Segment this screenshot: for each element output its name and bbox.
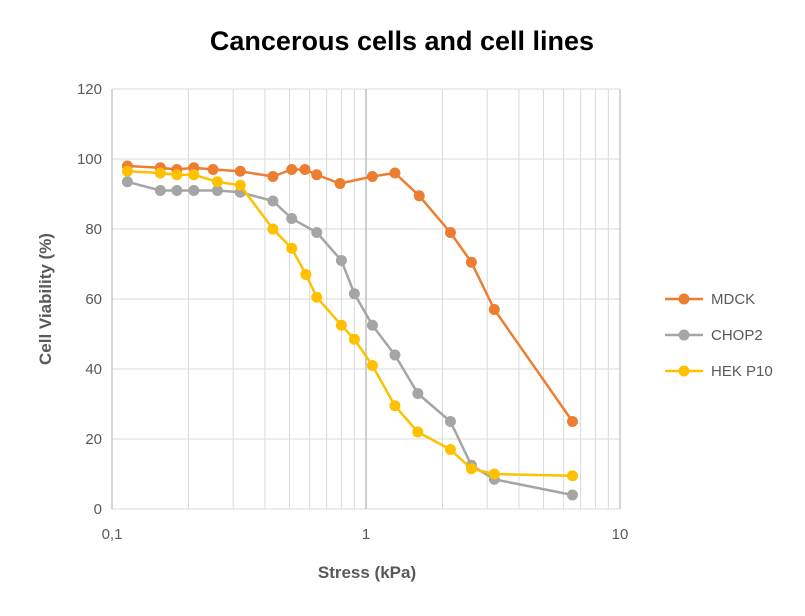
data-point-hek-p10	[311, 291, 323, 303]
data-point-mdck	[366, 171, 378, 182]
x-tick-label: 1	[362, 526, 370, 543]
y-tick-label: 100	[77, 151, 102, 168]
legend-marker	[678, 365, 690, 377]
data-point-chop2	[389, 349, 401, 361]
legend-marker	[678, 293, 690, 305]
legend-marker	[678, 329, 690, 341]
data-point-mdck	[389, 167, 401, 179]
legend-item-hek-p10: HEK P10	[665, 363, 773, 380]
data-point-hek-p10	[154, 167, 166, 179]
series-layer	[121, 160, 578, 501]
data-point-mdck	[299, 164, 311, 175]
data-point-mdck	[444, 227, 456, 238]
data-point-mdck	[286, 164, 298, 175]
data-point-hek-p10	[412, 426, 424, 438]
data-point-hek-p10	[234, 179, 246, 191]
data-point-chop2	[121, 176, 133, 188]
data-point-hek-p10	[188, 169, 200, 181]
x-tick-label: 0,1	[102, 526, 123, 543]
data-point-hek-p10	[267, 223, 279, 235]
y-axis-ticks: 0 20 40 60 80 100 120	[77, 81, 102, 518]
data-point-mdck	[267, 171, 279, 182]
data-point-hek-p10	[348, 333, 360, 345]
data-point-hek-p10	[444, 444, 456, 455]
data-point-hek-p10	[286, 242, 298, 254]
data-point-chop2	[211, 185, 223, 196]
data-point-mdck	[207, 164, 219, 175]
data-point-mdck	[334, 178, 346, 189]
data-point-chop2	[566, 489, 578, 501]
data-point-chop2	[267, 195, 279, 207]
data-point-chop2	[348, 288, 360, 300]
data-point-mdck	[465, 256, 477, 268]
data-point-chop2	[412, 388, 424, 399]
data-point-chop2	[444, 416, 456, 427]
y-tick-label: 0	[94, 501, 102, 518]
data-point-mdck	[413, 190, 425, 202]
data-point-mdck	[488, 304, 500, 315]
legend-label: HEK P10	[711, 363, 773, 380]
data-point-chop2	[286, 213, 298, 224]
legend-label: CHOP2	[711, 327, 763, 344]
chart-title: Cancerous cells and cell lines	[210, 26, 594, 56]
data-point-hek-p10	[211, 176, 223, 188]
data-point-chop2	[171, 185, 183, 196]
y-tick-label: 80	[85, 221, 102, 238]
legend-item-mdck: MDCK	[665, 291, 755, 308]
data-point-chop2	[366, 319, 378, 331]
legend-label: MDCK	[711, 291, 755, 308]
gridlines	[111, 88, 621, 510]
data-point-chop2	[154, 185, 166, 196]
data-point-hek-p10	[335, 319, 347, 331]
data-point-mdck	[566, 416, 578, 427]
data-point-hek-p10	[366, 360, 378, 371]
data-point-hek-p10	[300, 269, 312, 280]
x-axis-ticks: 0,1 1 10	[102, 526, 629, 543]
x-axis-title: Stress (kPa)	[318, 563, 416, 582]
data-point-hek-p10	[121, 165, 133, 177]
data-point-mdck	[234, 165, 246, 177]
y-tick-label: 40	[85, 361, 102, 378]
data-point-chop2	[188, 185, 200, 196]
data-point-chop2	[311, 227, 323, 238]
series-mdck	[121, 160, 578, 427]
y-tick-label: 20	[85, 431, 102, 448]
data-point-hek-p10	[389, 400, 401, 412]
legend: MDCK CHOP2 HEK P10	[665, 291, 773, 380]
data-point-hek-p10	[566, 470, 578, 482]
data-point-hek-p10	[488, 468, 500, 480]
x-tick-label: 10	[612, 526, 629, 543]
data-point-hek-p10	[171, 169, 183, 181]
series-hek-p10	[121, 165, 578, 482]
y-axis-title: Cell Viability (%)	[36, 233, 55, 365]
series-line-hek-p10	[127, 170, 573, 478]
legend-item-chop2: CHOP2	[665, 327, 763, 344]
y-tick-label: 60	[85, 291, 102, 308]
data-point-hek-p10	[465, 463, 477, 475]
y-tick-label: 120	[77, 81, 102, 98]
data-point-mdck	[311, 169, 323, 181]
data-point-chop2	[335, 255, 347, 266]
